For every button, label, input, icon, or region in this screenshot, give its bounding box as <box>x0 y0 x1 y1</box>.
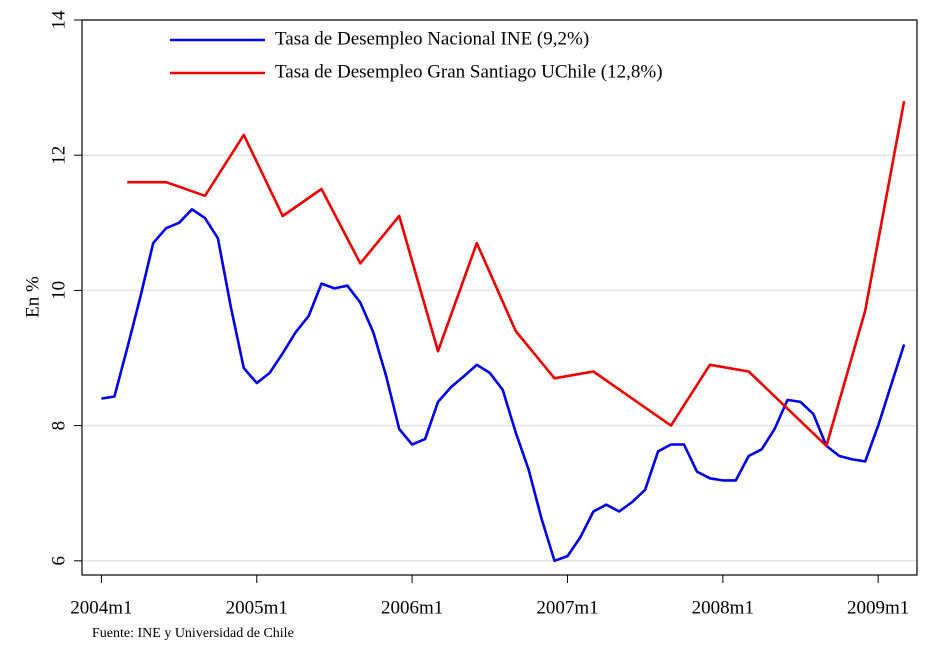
series-line <box>101 208 906 563</box>
legend-label: Tasa de Desempleo Gran Santiago UChile (… <box>275 61 663 82</box>
y-axis-label: En % <box>22 276 43 318</box>
legend-label: Tasa de Desempleo Nacional INE (9,2%) <box>275 28 589 49</box>
x-tick-label: 2009m1 <box>847 597 909 618</box>
x-tick-label: 2004m1 <box>70 597 132 618</box>
y-tick-label: 10 <box>48 281 69 300</box>
series-line <box>127 100 906 448</box>
source-note: Fuente: INE y Universidad de Chile <box>92 626 294 641</box>
y-tick-label: 6 <box>48 556 69 566</box>
y-tick-label: 14 <box>48 10 69 30</box>
plot-frame <box>81 19 918 576</box>
x-tick-label: 2005m1 <box>226 597 288 618</box>
x-tick-label: 2008m1 <box>692 597 754 618</box>
x-tick-label: 2006m1 <box>381 597 443 618</box>
x-tick-label: 2007m1 <box>536 597 598 618</box>
y-tick-label: 8 <box>48 421 69 431</box>
y-tick-label: 12 <box>48 146 69 165</box>
